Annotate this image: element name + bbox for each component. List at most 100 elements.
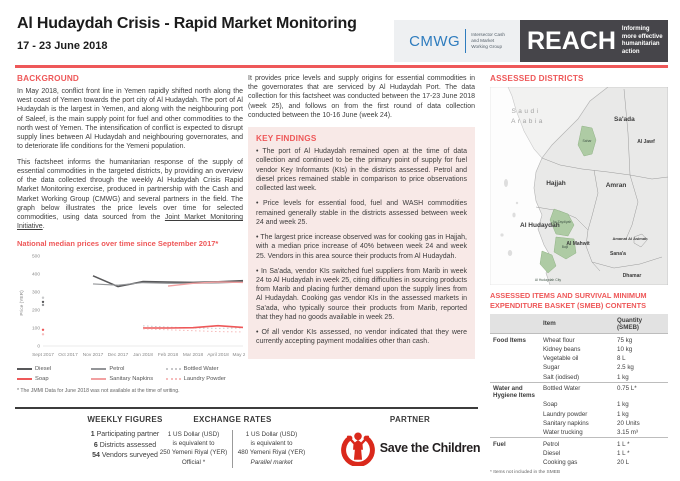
smeb-row: Sugar 2.5 kg xyxy=(490,363,668,372)
smeb-qty-cell: 20 Units xyxy=(617,419,640,427)
series-point xyxy=(41,296,45,299)
exchange-line: is equivalent to xyxy=(172,440,215,448)
series-line xyxy=(92,281,244,286)
key-finding-bullet: The port of Al Hudaydah remained open at… xyxy=(256,147,467,193)
smeb-qty-cell: 3.15 m³ xyxy=(617,429,638,437)
exchange-line: 480 Yemeni Riyal (YER) xyxy=(237,449,306,457)
reach-tagline: Informing more effective humanitarian ac… xyxy=(622,26,668,56)
series-point xyxy=(41,303,45,306)
smeb-qty-cell: 75 kg xyxy=(614,333,668,345)
background-paragraph: In May 2018, conflict front line in Yeme… xyxy=(17,88,243,151)
map-label-al-mahwit: Al Mahwit xyxy=(566,241,590,247)
assessed-districts-map: Saudi Arabia Sa'ada Al Jawf Hajjah Amran… xyxy=(490,87,668,285)
smeb-category-cell: Food Items xyxy=(490,333,540,345)
legend-label: Sanitary Napkins xyxy=(109,375,154,382)
smeb-item-cell: Sanitary napkins xyxy=(543,419,589,427)
legend-label: Bottled Water xyxy=(183,365,219,372)
smeb-row: Salt (iodised) 1 kg xyxy=(490,373,668,383)
exchange-line: 250 Yemeni Riyal (YER) xyxy=(159,449,228,457)
exchange-rates-heading: EXCHANGE RATES xyxy=(193,415,272,424)
smeb-item-cell: Vegetable oil xyxy=(543,355,579,363)
smeb-category-cell xyxy=(490,400,540,409)
partner-heading: PARTNER xyxy=(389,415,431,424)
map-label-amanat-al-asimah: Amanat Al Asimah xyxy=(612,236,648,241)
chart-title: National median prices over time since S… xyxy=(17,238,219,248)
smeb-row: Kidney beans 10 kg xyxy=(490,345,668,354)
middle-column: It provides price levels and supply orig… xyxy=(248,74,475,359)
page-title: Al Hudaydah Crisis - Rapid Market Monito… xyxy=(17,15,357,32)
smeb-row: Water trucking 3.15 m³ xyxy=(490,428,668,438)
x-axis-tick: Sept 2017 xyxy=(32,352,54,358)
smeb-table-body: Food Items Wheat flour 75 kg Kidney beans 10… xyxy=(490,333,668,467)
smeb-category-cell xyxy=(490,410,540,419)
series-line xyxy=(142,327,244,332)
x-axis-tick: Mar 2018 xyxy=(183,352,204,358)
key-findings-heading: KEY FINDINGS xyxy=(256,134,317,144)
smeb-row: Soap 1 kg xyxy=(490,400,668,409)
smeb-category-cell: Fuel xyxy=(490,437,540,449)
chart-footnote: * The JMMI Data for June 2018 was not av… xyxy=(17,387,180,394)
smeb-item-cell: Soap xyxy=(543,401,558,409)
smeb-col-category xyxy=(490,314,540,334)
smeb-row: Laundry powder 1 kg xyxy=(490,410,668,419)
cmwg-tagline-line: Intersector Cash xyxy=(471,32,505,38)
cmwg-tagline: Intersector Cash and Market Working Grou… xyxy=(471,32,505,50)
smeb-item-cell: Petrol xyxy=(540,437,614,449)
map-label-al-hudaydah: Al Hudaydah xyxy=(520,222,560,229)
reach-tagline-line: Informing xyxy=(621,26,650,32)
smeb-item-cell: Laundry powder xyxy=(543,410,588,418)
exchange-note: Parallel market xyxy=(250,459,293,467)
smeb-item-cell: Water trucking xyxy=(543,429,583,437)
series-line xyxy=(142,324,244,329)
smeb-category-cell xyxy=(490,363,540,372)
cmwg-tagline-line: Working Group xyxy=(471,43,503,49)
assessed-districts-heading: ASSESSED DISTRICTS xyxy=(490,74,584,83)
x-axis-tick: Feb 2018 xyxy=(158,352,179,358)
smeb-qty-cell: 20 L xyxy=(617,459,630,467)
y-axis-tick: 100 xyxy=(32,325,40,331)
right-column: ASSESSED DISTRICTS xyxy=(490,74,668,475)
cmwg-logo: CMWG Intersector Cash and Market Working… xyxy=(394,20,520,62)
exchange-line: 1 US Dollar (USD) xyxy=(245,431,298,438)
x-axis-tick: Nov 2017 xyxy=(83,352,104,358)
jmmi-link[interactable]: Joint Market Monitoring Initiative xyxy=(17,214,243,231)
legend-swatch xyxy=(17,367,32,370)
key-finding-bullet: The largest price increase observed was … xyxy=(256,233,467,261)
smeb-item-cell: Bottled Water xyxy=(540,381,614,401)
legend-label: Soap xyxy=(35,375,49,382)
smeb-row: Vegetable oil 8 L xyxy=(490,354,668,363)
smeb-category-cell xyxy=(490,354,540,363)
x-axis-tick: April 2018 xyxy=(207,352,229,358)
weekly-figures-list: 1 Participating partner 6 Districts asses… xyxy=(45,430,205,462)
exchange-cells: 1 US Dollar (USD) is equivalent to 250 Yem… xyxy=(155,430,310,468)
series-line xyxy=(167,280,244,287)
key-finding-bullet: Of all vendor KIs assessed, no vendor in… xyxy=(256,328,467,346)
partner-name: Save the Children xyxy=(379,441,481,455)
smeb-footnote: * Items not included in the SMEB xyxy=(490,470,561,476)
smeb-category-cell xyxy=(490,428,540,438)
y-axis-label: Price (YER) xyxy=(19,289,25,315)
weekly-figure: 54 Vendors surveyed xyxy=(92,452,158,459)
chart-legend: Diesel Petrol Bottled Water Soap Sanitary Na… xyxy=(17,366,243,382)
background-heading: BACKGROUND xyxy=(17,74,80,83)
cmwg-divider xyxy=(465,29,467,53)
islands xyxy=(500,179,519,256)
map-label-saudi: Saudi xyxy=(511,108,540,115)
key-findings-box: KEY FINDINGS The port of Al Hudaydah rem… xyxy=(248,127,475,359)
exchange-rates: EXCHANGE RATES 1 US Dollar (USD) is equiv… xyxy=(155,415,310,468)
series-point xyxy=(41,332,45,336)
assessed-district-shapes xyxy=(539,125,597,274)
smeb-qty-cell: 2.5 kg xyxy=(617,364,634,372)
smeb-qty-cell: 1 L * xyxy=(614,437,668,449)
smeb-col-quantity: Quantity (SMEB) xyxy=(614,314,668,334)
smeb-item-cell: Wheat flour xyxy=(540,333,614,345)
exchange-rate-cell: 1 US Dollar (USD) is equivalent to 480 Yem… xyxy=(232,430,310,468)
intro-paragraph: It provides price levels and supply orig… xyxy=(248,75,475,119)
series-point xyxy=(41,300,45,303)
legend-swatch xyxy=(91,367,107,370)
map-label-sahar: Sahar xyxy=(582,139,592,143)
legend-label: Diesel xyxy=(35,365,52,372)
weekly-figure: 1 Participating partner xyxy=(90,431,160,438)
smeb-qty-cell: 1 L * xyxy=(617,449,630,457)
key-findings-list: The port of Al Hudaydah remained open at… xyxy=(256,147,467,346)
